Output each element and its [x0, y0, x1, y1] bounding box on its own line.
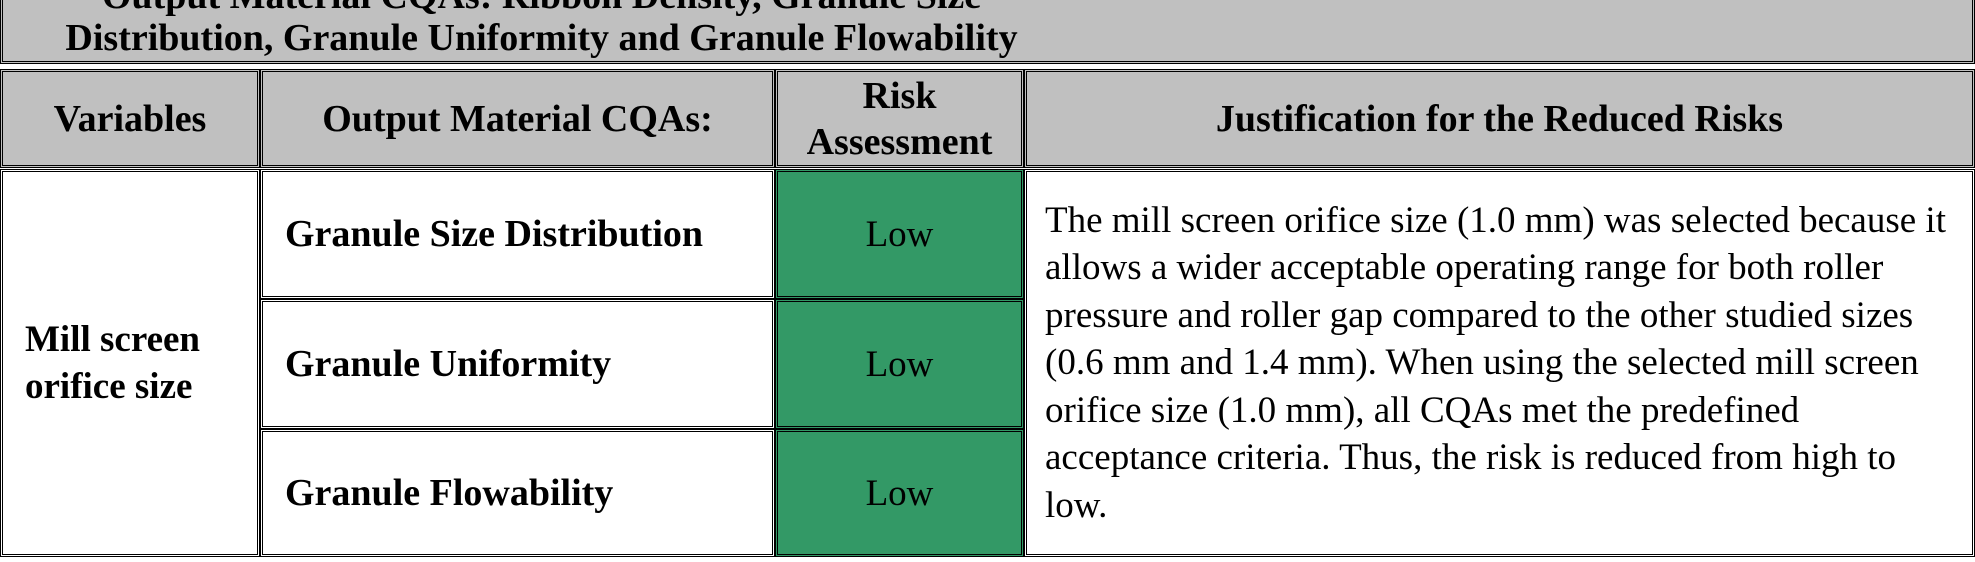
header-output-cqas: Output Material CQAs: [260, 69, 775, 168]
justification-cell: The mill screen orifice size (1.0 mm) wa… [1024, 169, 1975, 557]
header-variables: Variables [0, 69, 260, 168]
cqa-cell: Granule Uniformity [260, 299, 775, 429]
table-title: Output Material CQAs: Ribbon Density, Gr… [0, 0, 1975, 64]
table-title-text: Output Material CQAs: Ribbon Density, Gr… [65, 0, 1018, 59]
risk-badge: Low [775, 169, 1024, 299]
risk-badge: Low [775, 299, 1024, 429]
variable-cell: Mill screen orifice size [0, 169, 260, 557]
header-justification: Justification for the Reduced Risks [1024, 69, 1975, 168]
cqa-cell: Granule Size Distribution [260, 169, 775, 299]
cqa-cell: Granule Flowability [260, 429, 775, 557]
header-risk-assessment: Risk Assessment [775, 69, 1024, 168]
risk-badge: Low [775, 429, 1024, 557]
